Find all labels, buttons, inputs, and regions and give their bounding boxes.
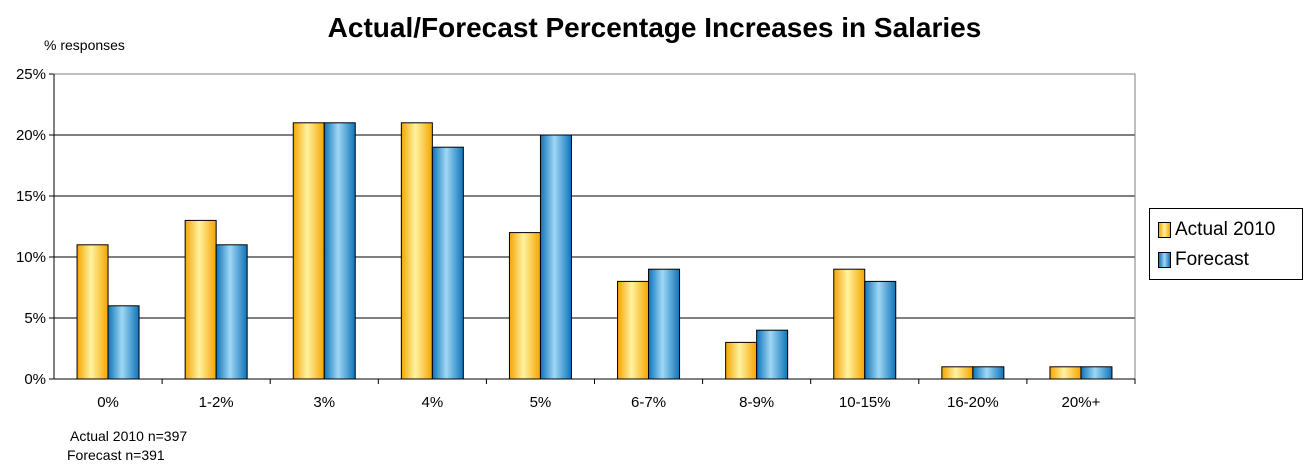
x-tick-label-1-2: 1-2% [199, 394, 234, 411]
y-tick-label-0: 0% [24, 371, 46, 388]
legend-label-forecast: Forecast [1175, 249, 1249, 270]
x-tick-label-6-7: 6-7% [631, 394, 666, 411]
bar-actual-2010-1-2 [184, 219, 217, 380]
sample-size-forecast: Forecast n=391 [67, 447, 165, 463]
chart-legend: Actual 2010 Forecast [1149, 208, 1303, 280]
y-axis-label: % responses [44, 37, 125, 53]
bar-forecast-4 [431, 146, 464, 380]
bar-forecast-5 [539, 134, 572, 380]
y-tick-label-5: 5% [24, 310, 46, 327]
x-tick-label-20: 20%+ [1062, 394, 1101, 411]
bar-actual-2010-8-9 [725, 341, 758, 380]
legend-item-forecast: Forecast [1158, 248, 1249, 272]
x-tick-label-10-15: 10-15% [839, 394, 891, 411]
bar-actual-2010-0 [76, 244, 109, 380]
bar-forecast-16-20 [972, 366, 1005, 380]
x-tick-label-5: 5% [530, 394, 552, 411]
bar-actual-2010-6-7 [617, 280, 650, 380]
legend-label-actual-2010: Actual 2010 [1175, 219, 1276, 240]
x-tick-label-8-9: 8-9% [739, 394, 774, 411]
y-tick-label-15: 15% [16, 188, 46, 205]
legend-item-actual-2010: Actual 2010 [1158, 218, 1275, 242]
bar-actual-2010-16-20 [941, 366, 974, 380]
bar-forecast-3 [323, 122, 356, 380]
bar-actual-2010-10-15 [833, 268, 866, 380]
bar-forecast-10-15 [864, 280, 897, 380]
bar-forecast-1-2 [215, 244, 248, 380]
bar-actual-2010-5 [508, 232, 541, 380]
y-tick-label-10: 10% [16, 249, 46, 266]
bar-forecast-0 [107, 305, 140, 380]
y-tick-label-20: 20% [16, 127, 46, 144]
bar-actual-2010-4 [400, 122, 433, 380]
y-tick-label-25: 25% [16, 66, 46, 83]
legend-swatch-actual-2010 [1158, 222, 1171, 238]
x-tick-label-16-20: 16-20% [947, 394, 999, 411]
x-tick-label-3: 3% [313, 394, 335, 411]
x-tick-label-0: 0% [97, 394, 119, 411]
bar-actual-2010-20 [1049, 366, 1082, 380]
bar-forecast-6-7 [648, 268, 681, 380]
chart-title: Actual/Forecast Percentage Increases in … [327, 12, 982, 43]
legend-swatch-forecast [1158, 252, 1171, 268]
x-tick-label-4: 4% [422, 394, 444, 411]
bar-actual-2010-3 [292, 122, 325, 380]
sample-size-actual: Actual 2010 n=397 [70, 428, 188, 444]
bar-forecast-20 [1080, 366, 1113, 380]
bar-forecast-8-9 [756, 329, 789, 380]
